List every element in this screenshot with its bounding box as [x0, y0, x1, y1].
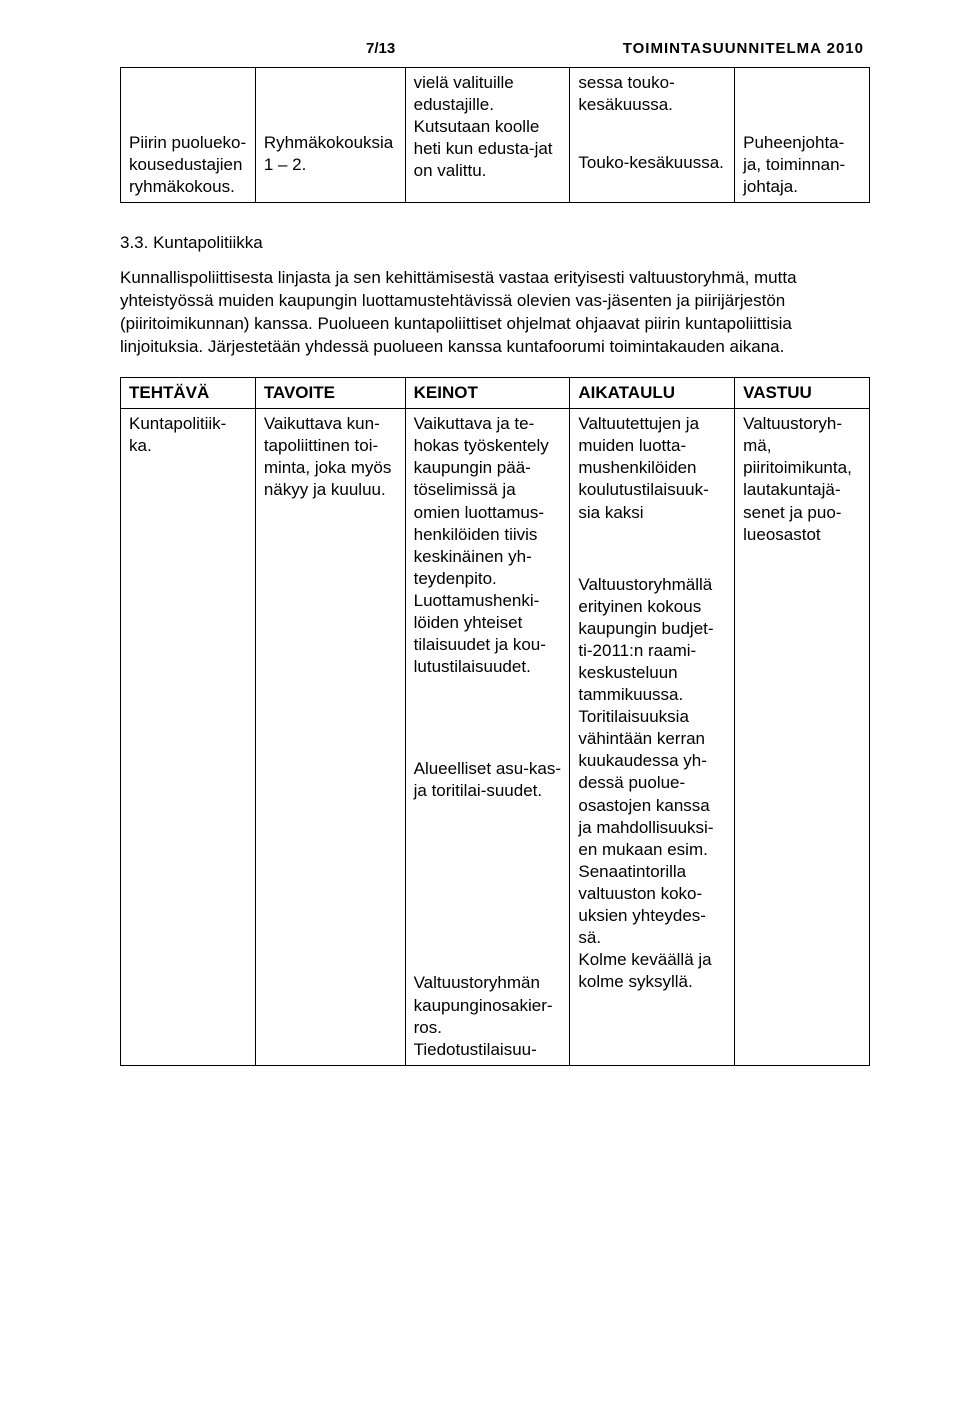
section-paragraph: Kunnallispoliittisesta linjasta ja sen k… — [120, 267, 870, 359]
cell-text: Touko-kesäkuussa. — [578, 152, 726, 174]
cell-text: Toritilaisuuksia vähintään kerran kuukau… — [578, 706, 726, 949]
section-heading: 3.3. Kuntapolitiikka — [120, 233, 870, 253]
column-header: TAVOITE — [255, 378, 405, 409]
table-one: Piirin puolueko-kousedustajien ryhmäkoko… — [120, 67, 870, 203]
cell: sessa touko-kesäkuussa. Touko-kesäkuussa… — [570, 68, 735, 203]
cell: Vaikuttava kun-tapoliittinen toi-minta, … — [255, 409, 405, 1066]
cell-text: Vaikuttava kun-tapoliittinen toi-minta, … — [264, 414, 392, 499]
cell-text: Ryhmäkokouksia 1 – 2. — [264, 132, 397, 176]
page-number: 7/13 — [366, 40, 395, 57]
cell-text: vielä valituille edustajille. — [414, 72, 562, 116]
cell-text: Puheenjohta-ja, toiminnan-johtaja. — [743, 132, 861, 198]
table-two: TEHTÄVÄ TAVOITE KEINOT AIKATAULU VASTUU … — [120, 377, 870, 1066]
cell: vielä valituille edustajille. Kutsutaan … — [405, 68, 570, 203]
cell-text: Valtuustoryh-mä, piiritoimikunta, lautak… — [743, 414, 852, 543]
table-row: TEHTÄVÄ TAVOITE KEINOT AIKATAULU VASTUU — [121, 378, 870, 409]
cell-text: Alueelliset asu-kas- ja toritilai-suudet… — [414, 758, 562, 802]
cell: Kuntapolitiik-ka. — [121, 409, 256, 1066]
table-row: Piirin puolueko-kousedustajien ryhmäkoko… — [121, 68, 870, 203]
cell: Puheenjohta-ja, toiminnan-johtaja. — [735, 68, 870, 203]
cell-text: Valtuustoryhmällä erityinen kokous kaupu… — [578, 574, 726, 707]
cell: Vaikuttava ja te-hokas työskentely kaupu… — [405, 409, 570, 1066]
cell-text: Tiedotustilaisuu- — [414, 1039, 562, 1061]
cell-text: Luottamushenki-löiden yhteiset tilaisuud… — [414, 590, 562, 678]
cell-text: Piirin puolueko-kousedustajien ryhmäkoko… — [129, 132, 247, 198]
cell-text: Kutsutaan koolle heti kun edusta-jat on … — [414, 116, 562, 182]
cell-text: Valtuustoryhmän kaupunginosakier-ros. — [414, 972, 562, 1038]
column-header: KEINOT — [405, 378, 570, 409]
cell: Ryhmäkokouksia 1 – 2. — [255, 68, 405, 203]
cell-text: Valtuutettujen ja muiden luotta-mushenki… — [578, 413, 726, 523]
cell-text: Kolme keväällä ja kolme syksyllä. — [578, 949, 726, 993]
cell: Valtuustoryh-mä, piiritoimikunta, lautak… — [735, 409, 870, 1066]
table-row: Kuntapolitiik-ka. Vaikuttava kun-tapolii… — [121, 409, 870, 1066]
cell-text: sessa touko-kesäkuussa. — [578, 72, 726, 116]
column-header: AIKATAULU — [570, 378, 735, 409]
document-title: TOIMINTASUUNNITELMA 2010 — [623, 40, 864, 57]
cell: Piirin puolueko-kousedustajien ryhmäkoko… — [121, 68, 256, 203]
cell-text: Vaikuttava ja te-hokas työskentely kaupu… — [414, 413, 562, 590]
cell-text: Kuntapolitiik-ka. — [129, 414, 226, 455]
page-header: 7/13 TOIMINTASUUNNITELMA 2010 — [120, 40, 870, 57]
cell: Valtuutettujen ja muiden luotta-mushenki… — [570, 409, 735, 1066]
column-header: TEHTÄVÄ — [121, 378, 256, 409]
column-header: VASTUU — [735, 378, 870, 409]
page-container: 7/13 TOIMINTASUUNNITELMA 2010 Piirin puo… — [0, 0, 960, 1407]
